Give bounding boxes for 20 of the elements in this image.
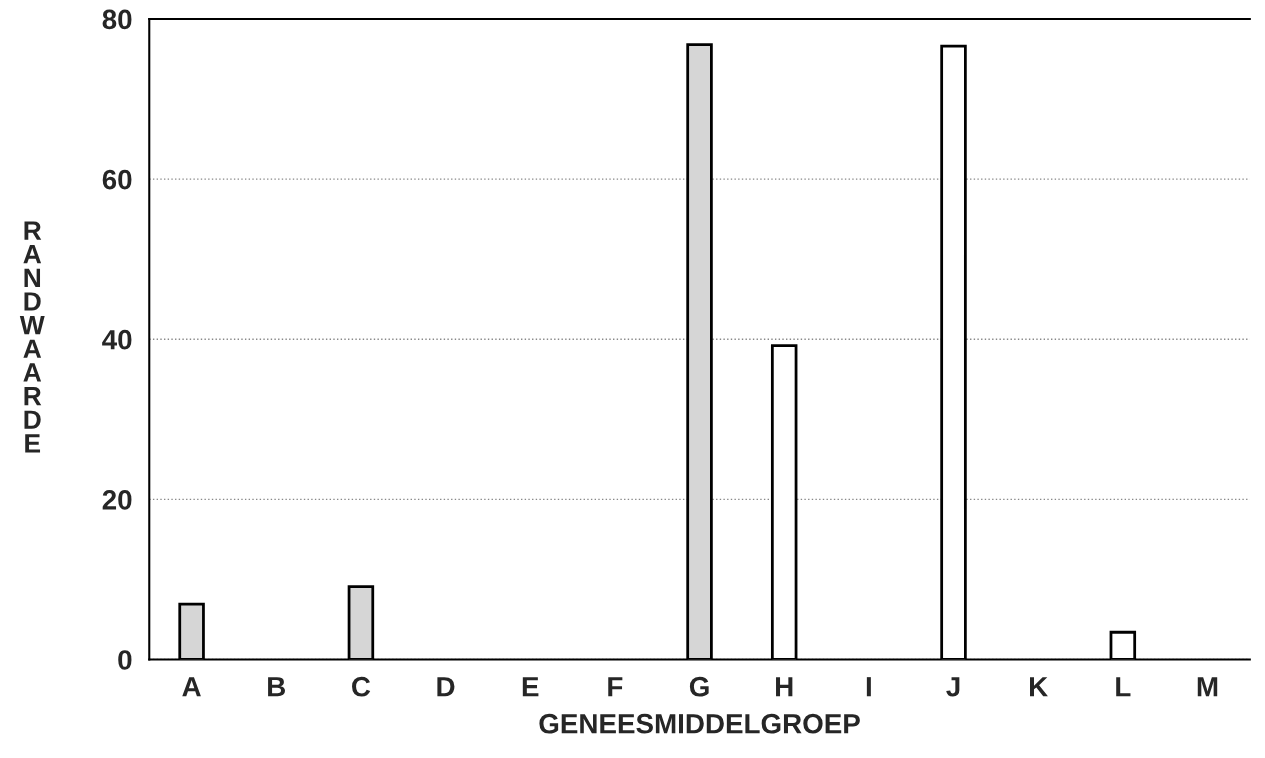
y-tick-label: 20: [102, 490, 132, 510]
x-tick-label: M: [1197, 677, 1218, 697]
y-tick-label: 40: [102, 329, 132, 350]
x-tick-label: G: [689, 676, 709, 697]
y-tick-label: 0: [118, 650, 132, 670]
x-tick-label: H: [776, 677, 793, 697]
x-tick-label: B: [268, 677, 286, 697]
x-tick-label: F: [608, 677, 623, 697]
x-tick-label: D: [437, 677, 455, 697]
x-tick-label: K: [1030, 677, 1048, 697]
x-tick-label: A: [182, 677, 201, 697]
x-tick-label: L: [1116, 677, 1131, 697]
text: R A N D W A A R D E: [19, 221, 45, 453]
x-tick-label: I: [866, 677, 871, 697]
x-tick-label: J: [946, 677, 960, 697]
y-tick-label: 60: [102, 169, 132, 190]
x-tick-label: C: [352, 676, 371, 697]
x-axis-title: GENEESMIDDELGROEP: [539, 713, 860, 734]
x-tick-label: E: [522, 677, 539, 697]
y-tick-label: 80: [102, 9, 132, 30]
